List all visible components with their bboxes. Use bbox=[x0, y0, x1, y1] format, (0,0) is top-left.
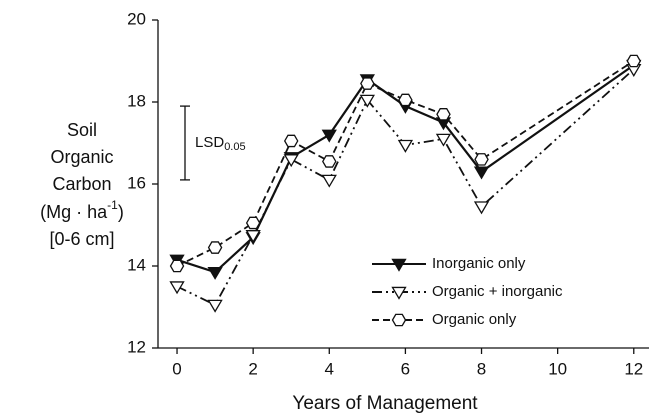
legend-label: Organic only bbox=[432, 311, 517, 328]
x-axis-title: Years of Management bbox=[292, 393, 478, 414]
unit-superscript: -1 bbox=[107, 198, 118, 212]
x-tick-label: 10 bbox=[548, 359, 567, 378]
data-point bbox=[321, 129, 337, 143]
data-point bbox=[398, 93, 413, 107]
series-line bbox=[176, 68, 635, 307]
data-point bbox=[474, 153, 489, 166]
data-point bbox=[207, 266, 223, 280]
legend-marker bbox=[391, 258, 407, 272]
data-point bbox=[245, 230, 261, 244]
series-line bbox=[176, 60, 635, 267]
y-tick-label: 14 bbox=[127, 255, 146, 274]
unit-close: ) bbox=[118, 202, 124, 222]
y-axis-title: Organic bbox=[50, 147, 113, 167]
legend-marker bbox=[391, 313, 407, 327]
data-point bbox=[283, 154, 299, 168]
data-point bbox=[435, 133, 452, 147]
x-tick-label: 4 bbox=[325, 359, 334, 378]
lsd-label: LSD0.05 bbox=[195, 134, 246, 153]
x-tick-label: 12 bbox=[624, 359, 643, 378]
y-tick-label: 20 bbox=[127, 9, 146, 28]
data-point bbox=[359, 94, 375, 108]
data-point bbox=[322, 155, 337, 168]
x-tick-label: 0 bbox=[172, 359, 181, 378]
legend-marker bbox=[391, 286, 407, 300]
x-tick-label: 6 bbox=[401, 359, 410, 378]
legend-label: Inorganic only bbox=[432, 255, 526, 272]
data-point bbox=[169, 259, 185, 273]
y-axis-unit: (Mg · ha-1) bbox=[40, 198, 124, 222]
y-axis-title: Soil bbox=[67, 120, 97, 140]
data-point bbox=[473, 166, 490, 180]
x-tick-label: 2 bbox=[248, 359, 257, 378]
series-line bbox=[176, 64, 635, 274]
data-point bbox=[207, 299, 223, 313]
y-axis-title: Carbon bbox=[52, 174, 111, 194]
y-tick-label: 18 bbox=[127, 91, 146, 110]
data-point bbox=[245, 216, 261, 230]
data-point bbox=[207, 241, 223, 254]
unit-base: (Mg · ha bbox=[40, 202, 108, 222]
lsd-text: LSD bbox=[195, 134, 224, 151]
data-point bbox=[397, 139, 414, 153]
x-tick-label: 8 bbox=[477, 359, 486, 378]
data-point bbox=[321, 174, 337, 188]
data-point bbox=[626, 54, 642, 68]
data-point bbox=[473, 201, 490, 215]
legend-label: Organic + inorganic bbox=[432, 283, 563, 300]
data-point bbox=[360, 77, 375, 90]
data-point bbox=[283, 134, 299, 148]
y-axis-depth: [0-6 cm] bbox=[49, 229, 114, 249]
data-point bbox=[436, 108, 451, 121]
data-point bbox=[169, 281, 185, 295]
y-tick-label: 12 bbox=[127, 337, 146, 356]
lsd-subscript: 0.05 bbox=[224, 141, 245, 153]
y-tick-label: 16 bbox=[127, 173, 146, 192]
